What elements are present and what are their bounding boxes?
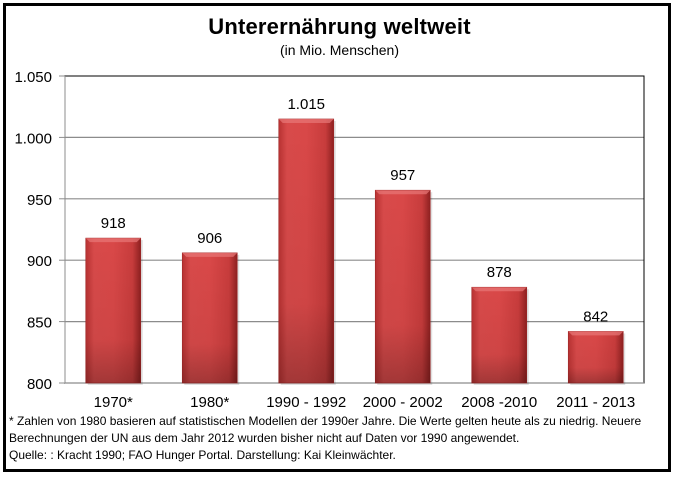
y-tick-label: 850 [27, 315, 52, 332]
footnote-line-1: * Zahlen von 1980 basieren auf statistis… [9, 414, 642, 428]
chart-title: Unterernährung weltweit [208, 14, 471, 39]
data-label: 918 [101, 215, 126, 232]
footnote-line-2: Berechnungen der UN aus dem Jahr 2012 wu… [9, 431, 520, 445]
bar-bevel [471, 287, 527, 292]
x-tick-label: 2011 - 2013 [556, 394, 635, 411]
bar-shade [471, 287, 527, 383]
bar-shade [85, 238, 141, 383]
chart-frame [3, 3, 671, 472]
bar-bevel [182, 252, 238, 257]
x-tick-label: 2000 - 2002 [363, 394, 443, 411]
bar-bevel [375, 190, 431, 195]
bar-shade [568, 331, 624, 383]
data-label: 1.015 [287, 96, 325, 113]
bar-shade [375, 190, 431, 383]
x-tick-label: 2008 -2010 [461, 394, 537, 411]
y-tick-label: 1.050 [14, 69, 52, 86]
x-tick-label: 1980* [190, 394, 229, 411]
source-line: Quelle: : Kracht 1990; FAO Hunger Portal… [9, 448, 396, 462]
bar-bevel [568, 331, 624, 336]
bar-bevel [278, 118, 334, 123]
data-label: 842 [583, 308, 608, 325]
x-tick-label: 1970* [94, 394, 133, 411]
data-label: 878 [487, 264, 512, 281]
plot-area-border [64, 75, 645, 384]
y-tick-label: 800 [27, 376, 52, 393]
bar-shade [278, 118, 334, 383]
footnote: * Zahlen von 1980 basieren auf statistis… [9, 413, 669, 464]
y-tick-label: 1.000 [14, 130, 52, 147]
bar-bevel [85, 238, 141, 243]
data-label: 906 [197, 230, 222, 247]
data-label: 957 [390, 167, 415, 184]
chart-subtitle: (in Mio. Menschen) [279, 42, 400, 58]
x-tick-label: 1990 - 1992 [266, 394, 346, 411]
y-tick-label: 900 [27, 253, 52, 270]
bar-shade [182, 252, 238, 383]
y-tick-label: 950 [27, 192, 52, 209]
